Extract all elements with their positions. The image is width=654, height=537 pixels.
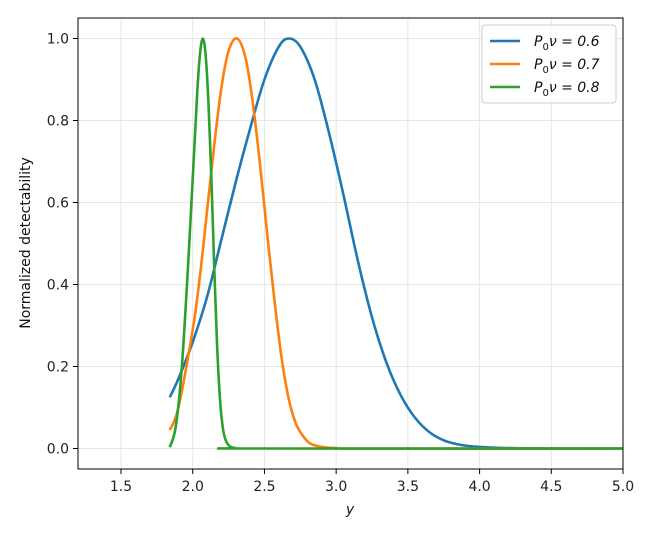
x-tick-label: 2.5 xyxy=(253,479,275,495)
series-line-3 xyxy=(168,37,624,450)
series-line-2 xyxy=(168,37,624,450)
x-axis-label: y xyxy=(345,502,355,518)
series-line-1 xyxy=(168,37,624,450)
y-tick-label: 0.6 xyxy=(47,196,69,212)
y-axis-label: Normalized detectability xyxy=(18,157,34,329)
legend-box xyxy=(481,24,617,104)
x-tick-label: 3.0 xyxy=(325,479,347,495)
y-tick-label: 0.4 xyxy=(47,278,69,294)
x-tick-label: 4.0 xyxy=(468,479,490,495)
y-axis-ticks: 0.0 0.2 0.4 0.6 0.8 1.0 xyxy=(47,32,78,458)
x-tick-label: 2.0 xyxy=(182,479,204,495)
legend-items: P0ν = 0.6 P0ν = 0.7 P0ν = 0.8 xyxy=(490,34,600,99)
y-tick-label: 0.2 xyxy=(47,360,69,376)
x-axis-ticks: 1.5 2.0 2.5 3.0 3.5 4.0 4.5 5.0 xyxy=(110,469,634,495)
x-tick-label: 1.5 xyxy=(110,479,132,495)
legend-label-3: P0ν = 0.8 xyxy=(534,80,600,99)
plot-frame xyxy=(77,17,624,470)
legend-label-2: P0ν = 0.7 xyxy=(534,57,600,76)
legend: P0ν = 0.6 P0ν = 0.7 P0ν = 0.8 xyxy=(481,24,617,104)
x-tick-label: 3.5 xyxy=(397,479,419,495)
y-tick-label: 0.0 xyxy=(47,442,69,458)
y-tick-label: 1.0 xyxy=(47,32,69,48)
y-tick-label: 0.8 xyxy=(47,114,69,130)
legend-label-1: P0ν = 0.6 xyxy=(534,34,600,53)
series-lines xyxy=(168,37,624,450)
x-tick-label: 4.5 xyxy=(540,479,562,495)
x-tick-label: 5.0 xyxy=(612,479,634,495)
